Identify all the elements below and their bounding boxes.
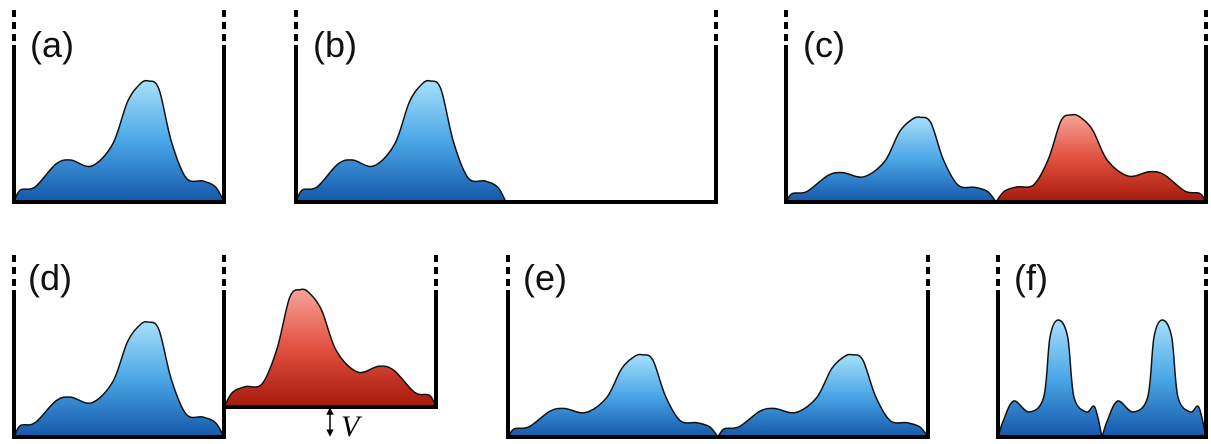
dashed-wall: [14, 10, 1206, 45]
panel-label: (b): [313, 24, 357, 65]
wave-packet: [786, 117, 996, 202]
panel-label: (d): [28, 257, 72, 298]
wave-packet: [14, 81, 224, 202]
walls: [14, 10, 1206, 437]
wave-packet: [224, 289, 436, 407]
wave-packet: [508, 354, 718, 437]
panel-label: (f): [1014, 257, 1048, 298]
wave-packet: [296, 81, 506, 202]
panel-label: (a): [30, 24, 74, 65]
wave-packet: [998, 320, 1102, 437]
panel-label: (c): [803, 24, 845, 65]
wave-packet: [1102, 320, 1206, 437]
figure: (a) (b) (c) (d) (e) (f) V: [0, 0, 1211, 444]
wave-packet: [14, 322, 224, 437]
wave-packet: [996, 115, 1206, 202]
potential-label: V: [341, 410, 363, 443]
wave-packet: [718, 354, 928, 437]
panel-label: (e): [523, 257, 567, 298]
